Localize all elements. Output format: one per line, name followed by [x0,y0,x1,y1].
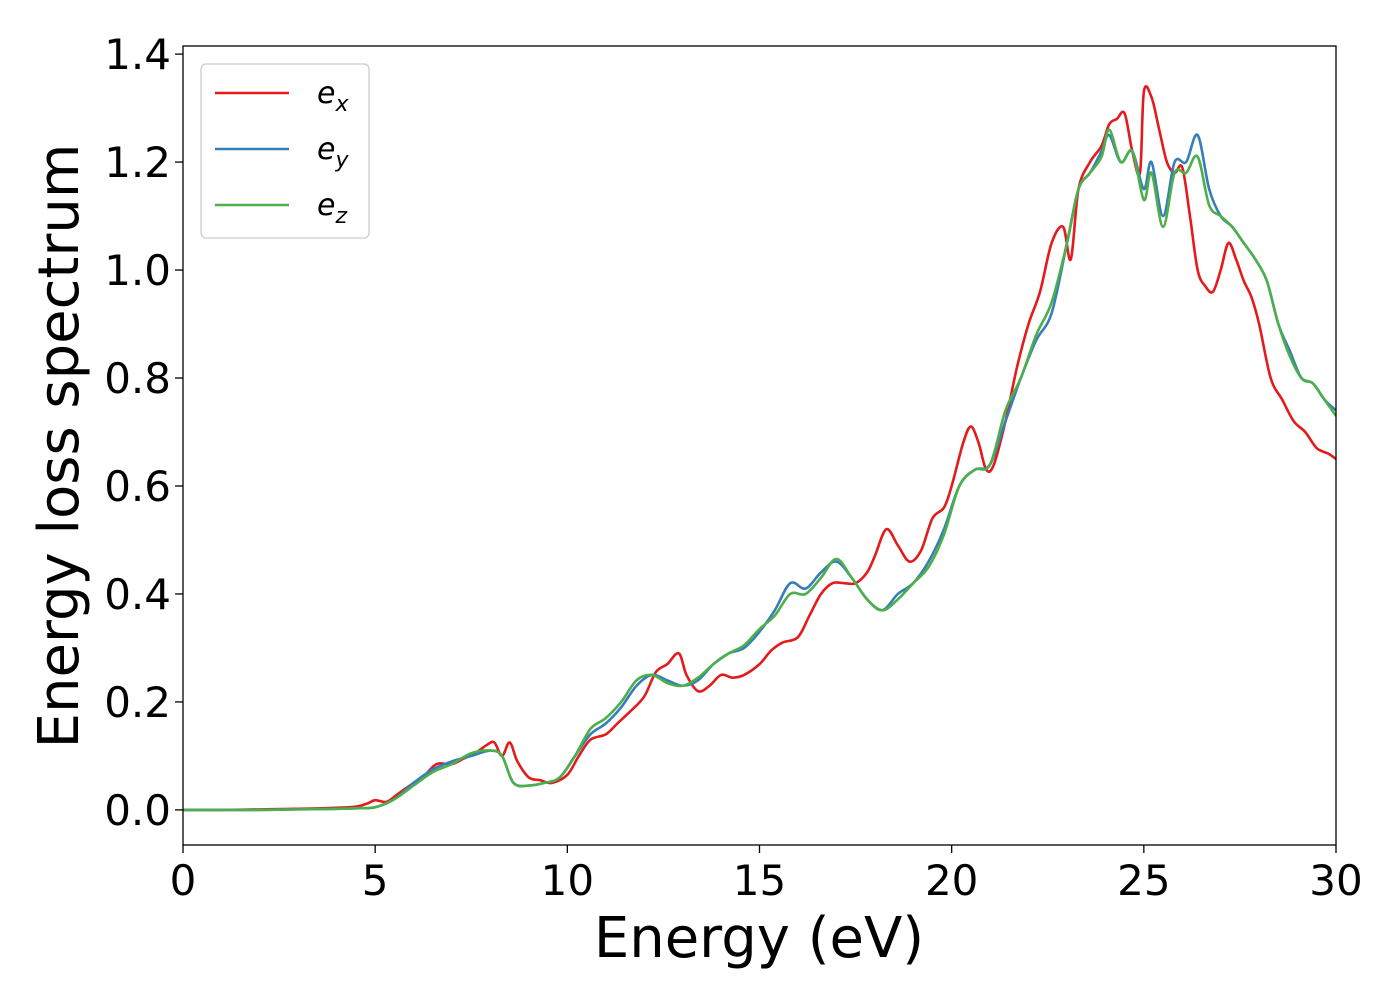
series-line-ex [183,85,1336,812]
series-layer [183,85,1336,812]
x-tick-label: 15 [733,856,786,905]
x-tick-label: 20 [925,856,978,905]
y-tick-label: 0.6 [104,462,171,511]
x-tick-label: 10 [541,856,594,905]
y-tick-label: 0.2 [104,678,171,727]
x-axis: 0 5 10 15 20 25 30 [170,845,1363,905]
y-tick-label: 1.0 [104,246,171,295]
y-axis: 0.0 0.2 0.4 0.6 0.8 1.0 1.2 1.4 [104,30,183,835]
y-tick-label: 0.0 [104,786,171,835]
legend-box [200,63,370,239]
y-tick-label: 0.8 [104,354,171,403]
x-tick-label: 0 [170,856,197,905]
x-axis-label: Energy (eV) [594,906,924,971]
x-tick-label: 30 [1309,856,1362,905]
y-tick-label: 1.4 [104,30,171,79]
x-tick-label: 5 [362,856,389,905]
y-tick-label: 0.4 [104,570,171,619]
y-axis-label: Energy loss spectrum [27,144,92,749]
x-tick-label: 25 [1117,856,1170,905]
y-tick-label: 1.2 [104,138,171,187]
series-line-ez [183,128,1336,812]
